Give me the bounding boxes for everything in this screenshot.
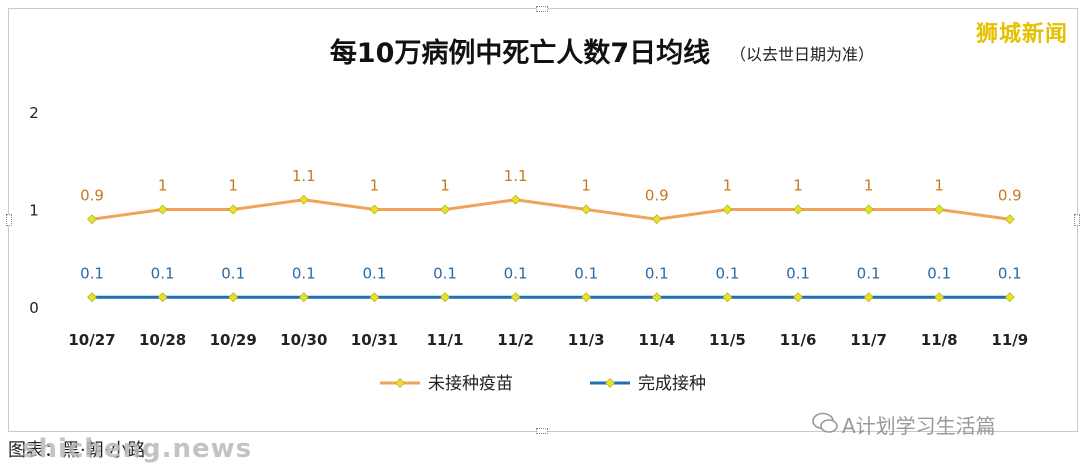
data-point <box>651 214 662 225</box>
data-point <box>228 292 239 303</box>
plot-area: 0 1 2 10/27 10/28 10/29 10/30 10/31 11/1 11/2 11/3… <box>29 104 1028 349</box>
data-label: 1 <box>723 177 733 195</box>
x-tick-label: 11/4 <box>638 331 675 349</box>
data-label: 1 <box>581 177 591 195</box>
legend-label: 未接种疫苗 <box>428 374 513 394</box>
legend-marker <box>395 378 405 388</box>
chart-title: 每10万病例中死亡人数7日均线 <box>330 37 710 69</box>
chart-subtitle: （以去世日期为准） <box>730 45 874 64</box>
data-label: 1 <box>228 177 238 195</box>
data-point <box>793 292 803 303</box>
site-watermark: shicheng.news <box>22 434 253 464</box>
data-point <box>793 204 803 215</box>
x-tick-label: 10/27 <box>68 331 115 349</box>
data-point <box>1004 292 1015 303</box>
resize-handle-top[interactable] <box>536 6 548 12</box>
data-label: 0.1 <box>221 264 245 282</box>
y-tick-label: 1 <box>29 202 39 220</box>
x-tick-label: 11/9 <box>991 331 1028 349</box>
resize-handle-bottom[interactable] <box>536 428 548 434</box>
data-label: 1 <box>793 177 803 195</box>
data-point <box>722 204 733 215</box>
data-label: 0.1 <box>715 264 739 282</box>
series-line <box>91 198 1011 221</box>
x-tick-label: 11/7 <box>850 331 887 349</box>
x-tick-label: 10/29 <box>210 331 257 349</box>
data-point <box>228 204 239 215</box>
data-label: 0.1 <box>857 264 881 282</box>
data-label: 1.1 <box>292 167 316 185</box>
data-label: 0.1 <box>151 264 175 282</box>
data-label: 0.1 <box>645 264 669 282</box>
data-point <box>863 204 874 215</box>
data-point <box>581 204 592 215</box>
data-point <box>651 292 662 303</box>
data-label: 1 <box>864 177 874 195</box>
y-tick-label: 0 <box>29 299 39 317</box>
data-point <box>87 292 97 303</box>
x-tick-label: 11/2 <box>497 331 534 349</box>
data-label: 0.1 <box>433 264 457 282</box>
x-tick-label: 11/5 <box>709 331 746 349</box>
data-label: 1 <box>934 177 944 195</box>
data-label: 0.1 <box>80 264 104 282</box>
data-label: 0.9 <box>645 186 669 204</box>
data-label: 1 <box>158 177 168 195</box>
x-tick-label: 10/31 <box>351 331 398 349</box>
data-point <box>298 292 309 303</box>
x-tick-label: 11/6 <box>780 331 817 349</box>
data-point <box>369 292 380 303</box>
data-label: 0.1 <box>786 264 810 282</box>
resize-handle-left[interactable] <box>6 214 12 226</box>
data-label: 0.1 <box>362 264 386 282</box>
data-point <box>510 194 521 205</box>
data-point <box>440 204 450 215</box>
data-point <box>934 292 945 303</box>
x-tick-label: 11/1 <box>427 331 464 349</box>
figure-caption: 图表：黑·朝·小路 <box>8 440 146 461</box>
chart-frame <box>6 6 1080 434</box>
data-point <box>863 292 874 303</box>
data-point <box>157 292 168 303</box>
data-point <box>722 292 733 303</box>
y-tick-label: 2 <box>29 104 39 122</box>
data-point <box>581 292 592 303</box>
x-tick-label: 10/28 <box>139 331 186 349</box>
data-label: 1.1 <box>504 167 528 185</box>
data-label: 0.9 <box>998 186 1022 204</box>
legend: 未接种疫苗 完成接种 <box>380 374 706 394</box>
x-tick-label: 10/30 <box>280 331 327 349</box>
data-label: 0.1 <box>998 264 1022 282</box>
data-point <box>298 194 309 205</box>
chat-bubble-icon <box>812 412 838 433</box>
data-label: 1 <box>440 177 450 195</box>
data-point <box>369 204 380 215</box>
legend-marker <box>605 378 615 388</box>
data-label: 0.9 <box>80 186 104 204</box>
x-tick-label: 11/3 <box>568 331 605 349</box>
data-label: 0.1 <box>292 264 316 282</box>
data-point <box>440 292 450 303</box>
watermark-text: A计划学习生活篇 <box>842 414 996 438</box>
x-tick-label: 11/8 <box>921 331 958 349</box>
data-label: 0.1 <box>504 264 528 282</box>
data-point <box>157 204 168 215</box>
data-label: 1 <box>370 177 380 195</box>
data-label: 0.1 <box>574 264 598 282</box>
data-point <box>510 292 521 303</box>
legend-label: 完成接种 <box>638 374 706 394</box>
brand-logo: 狮城新闻 <box>975 22 1068 47</box>
data-point <box>934 204 945 215</box>
data-point <box>1004 214 1015 225</box>
data-point <box>87 214 97 225</box>
data-label: 0.1 <box>927 264 951 282</box>
